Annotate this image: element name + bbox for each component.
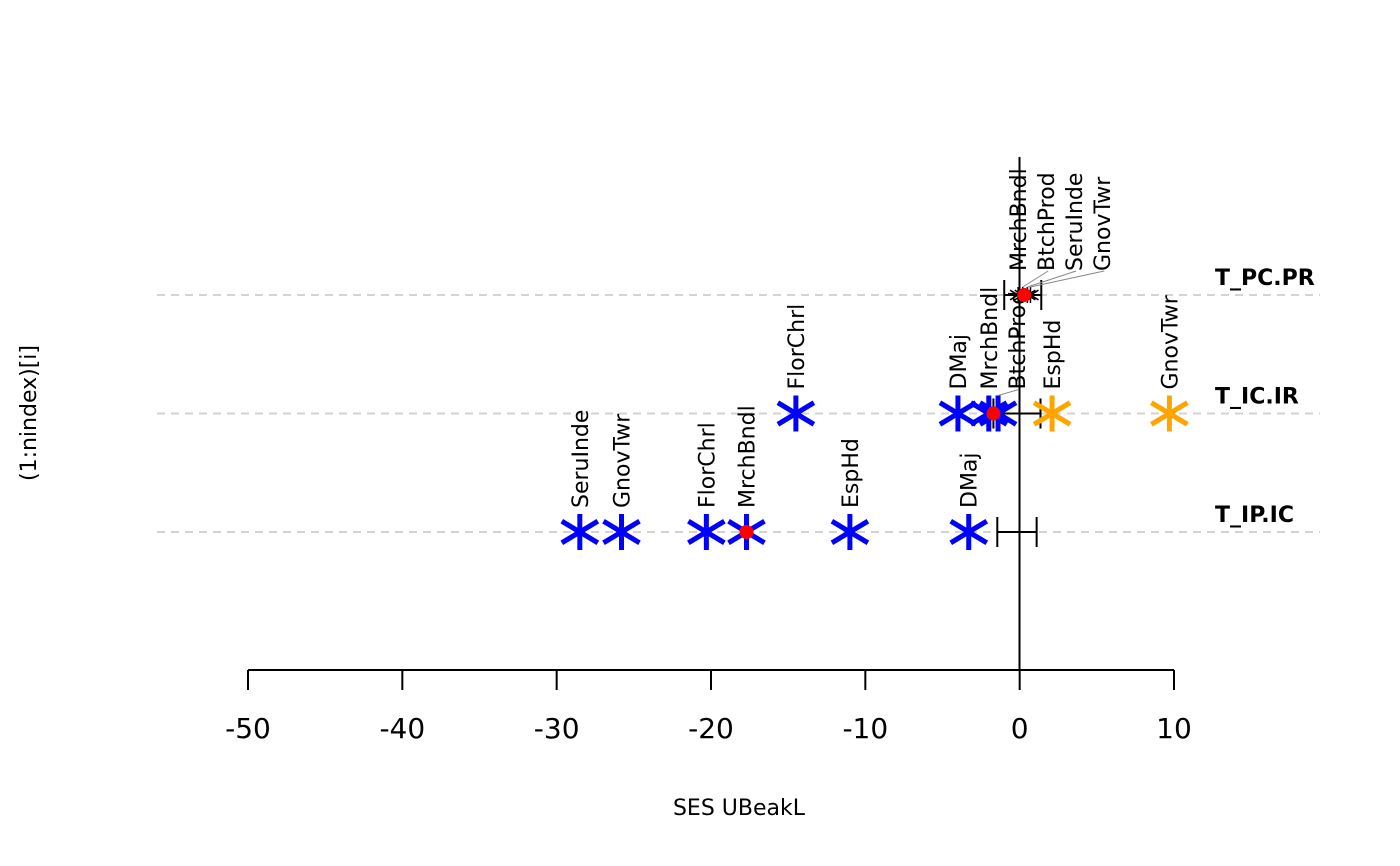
point-label: MrchBndl: [1007, 168, 1032, 271]
point-GnovTwr: GnovTwr: [602, 413, 641, 550]
point-EspHd: EspHd: [830, 438, 870, 550]
group-label: T_IP.IC: [1215, 503, 1294, 528]
label-leader-line: [1022, 270, 1049, 288]
point-label: BtchProd: [1006, 291, 1031, 390]
point-GnovTwr: GnovTwr: [1150, 294, 1189, 432]
gridlines: [157, 294, 1320, 533]
point-FlorChrl: FlorChrl: [687, 422, 726, 550]
point-EspHd: EspHd: [1032, 320, 1072, 432]
point-FlorChrl: FlorChrl: [776, 304, 816, 432]
point-label: GnovTwr: [610, 413, 635, 508]
point-label: SeruInde: [569, 410, 594, 508]
point-label: DMaj: [947, 334, 972, 390]
point-GnovTwr: GnovTwr: [1022, 176, 1116, 303]
label-leader-line: [1030, 270, 1105, 288]
point-label: FlorChrl: [695, 422, 720, 508]
x-tick-label: -30: [534, 712, 580, 745]
mean-dot: [986, 406, 1001, 421]
point-SeruInde: SeruInde: [560, 410, 600, 550]
point-MrchBndl: MrchBndl: [1007, 168, 1032, 303]
point-label: GnovTwr: [1091, 176, 1116, 271]
point-SeruInde: SeruInde: [1018, 173, 1088, 303]
point-label: MrchBndl: [978, 287, 1003, 390]
label-leader-line: [997, 389, 1019, 396]
point-MrchBndl: MrchBndl: [969, 287, 1009, 432]
x-axis-label: SES UBeakL: [673, 796, 806, 821]
point-BtchProd: BtchProd: [1014, 172, 1060, 303]
y-axis-label: (1:nindex)[i]: [17, 345, 42, 481]
x-tick-label: -10: [842, 712, 888, 745]
group-label: T_IC.IR: [1215, 385, 1299, 410]
point-label: FlorChrl: [785, 304, 810, 390]
mean-dot: [739, 525, 754, 539]
mean-dot: [1017, 288, 1032, 302]
points: SeruInde GnovTwr FlorChrl MrchBndl EspHd DMaj…: [560, 168, 1315, 550]
point-label: SeruInde: [1063, 173, 1088, 271]
point-label: EspHd: [1041, 320, 1066, 390]
group-label: T_PC.PR: [1215, 266, 1315, 291]
point-DMaj: DMaj: [938, 334, 978, 432]
x-tick-label: -20: [688, 712, 734, 745]
x-tick-label: -50: [225, 712, 271, 745]
point-label: EspHd: [839, 438, 864, 508]
x-tick-label: 0: [1011, 712, 1029, 745]
label-leader-line: [1027, 270, 1077, 288]
point-label: BtchProd: [1035, 172, 1060, 271]
point-label: MrchBndl: [735, 405, 760, 508]
x-tick-label: -40: [379, 712, 425, 745]
x-tick-label: 10: [1156, 712, 1192, 745]
x-axis: -50 -40 -30 -20 -10 0 10: [225, 669, 1192, 745]
point-label: DMaj: [958, 452, 983, 508]
point-label: GnovTwr: [1158, 294, 1183, 389]
point-DMaj: DMaj: [949, 452, 989, 550]
